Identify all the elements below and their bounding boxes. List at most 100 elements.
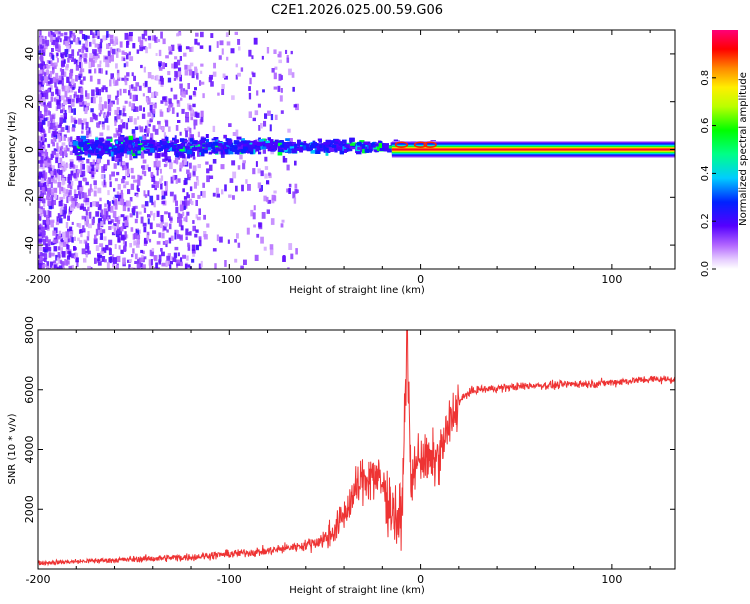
heat-cell (135, 143, 138, 147)
heat-cell (107, 112, 111, 116)
heat-cell (133, 179, 138, 183)
heat-cell (223, 134, 227, 139)
heat-cell (270, 144, 276, 149)
heat-cell (131, 175, 136, 179)
heat-cell (109, 38, 114, 44)
heat-cell (77, 185, 80, 190)
heat-cell (227, 138, 232, 141)
heat-cell (187, 83, 190, 90)
heat-cell (72, 124, 76, 128)
heat-cell (55, 152, 59, 159)
heat-cell (119, 88, 122, 96)
heat-cell (151, 110, 156, 118)
heat-cell (51, 116, 55, 123)
heat-cell (91, 170, 95, 175)
heat-cell (76, 156, 82, 161)
heat-cell (219, 40, 224, 46)
heat-cell (66, 255, 71, 260)
heat-cell (168, 223, 172, 230)
heat-cell (172, 138, 175, 141)
heat-cell (63, 136, 66, 141)
heat-cell (51, 62, 56, 69)
heat-cell (191, 152, 195, 157)
heat-cell (47, 143, 51, 148)
heat-cell (171, 63, 175, 69)
heat-cell (139, 126, 144, 133)
heat-cell (158, 147, 163, 151)
heat-cell (43, 253, 48, 260)
heat-cell (212, 71, 217, 77)
heat-cell (203, 234, 208, 240)
heat-cell (170, 87, 173, 92)
heat-cell (132, 134, 136, 139)
heat-cell (286, 164, 290, 171)
heat-cell (129, 56, 134, 61)
heat-cell (112, 150, 118, 155)
heat-cell (249, 77, 252, 85)
heat-cell (291, 148, 297, 154)
heat-cell (106, 136, 112, 139)
heat-cell (184, 156, 187, 163)
heat-cell (279, 140, 284, 143)
heat-cell (227, 239, 230, 244)
heat-cell (97, 254, 101, 261)
heat-cell (185, 89, 188, 95)
heat-cell (109, 181, 112, 188)
heat-cell (142, 46, 147, 50)
heat-cell (160, 248, 163, 252)
heat-cell (69, 73, 73, 79)
heat-cell (55, 88, 59, 95)
heat-cell (184, 177, 188, 185)
heat-cell (104, 112, 107, 116)
heat-cell (116, 69, 120, 75)
heat-cell (48, 252, 52, 258)
heat-cell (83, 58, 87, 62)
heat-cell (104, 144, 109, 149)
heat-cell (79, 228, 84, 233)
heat-cell (186, 149, 193, 155)
heat-cell (263, 195, 267, 202)
heat-cell (138, 211, 142, 215)
heat-cell (79, 80, 83, 85)
heat-cell (75, 65, 80, 71)
heat-cell (192, 144, 197, 149)
heat-cell (166, 229, 169, 233)
heat-cell (128, 116, 133, 122)
heat-cell (155, 166, 160, 171)
heat-cell (180, 225, 184, 231)
heat-cell (66, 147, 70, 152)
heat-cell (76, 136, 80, 140)
heat-cell (234, 143, 239, 148)
heat-cell (285, 49, 288, 54)
heat-cell (176, 234, 181, 239)
heat-cell (178, 146, 184, 149)
heat-cell (178, 46, 181, 51)
heat-cell (329, 145, 334, 148)
heat-cell (88, 166, 91, 172)
heat-cell (126, 40, 129, 48)
heat-cell (108, 226, 112, 230)
heat-cell (60, 145, 64, 150)
heat-cell (110, 258, 113, 263)
heat-cell (114, 116, 118, 123)
heat-cell (60, 174, 65, 181)
heat-cell (97, 64, 102, 68)
heat-cell (240, 138, 245, 141)
heat-cell (116, 191, 120, 197)
heat-cell (79, 192, 82, 200)
heat-cell (59, 117, 63, 124)
heat-cell (138, 85, 142, 91)
heat-cell (264, 166, 269, 170)
heat-cell (86, 130, 90, 135)
heat-cell (69, 89, 74, 93)
heat-cell (88, 69, 92, 74)
heat-cell (111, 225, 115, 229)
heat-cell (71, 201, 75, 208)
heat-cell (210, 33, 214, 38)
heat-cell (194, 68, 198, 76)
heat-cell (236, 233, 239, 239)
heat-cell (260, 123, 263, 129)
heat-cell (78, 180, 82, 188)
heat-cell (74, 196, 78, 201)
heat-cell (299, 142, 304, 145)
